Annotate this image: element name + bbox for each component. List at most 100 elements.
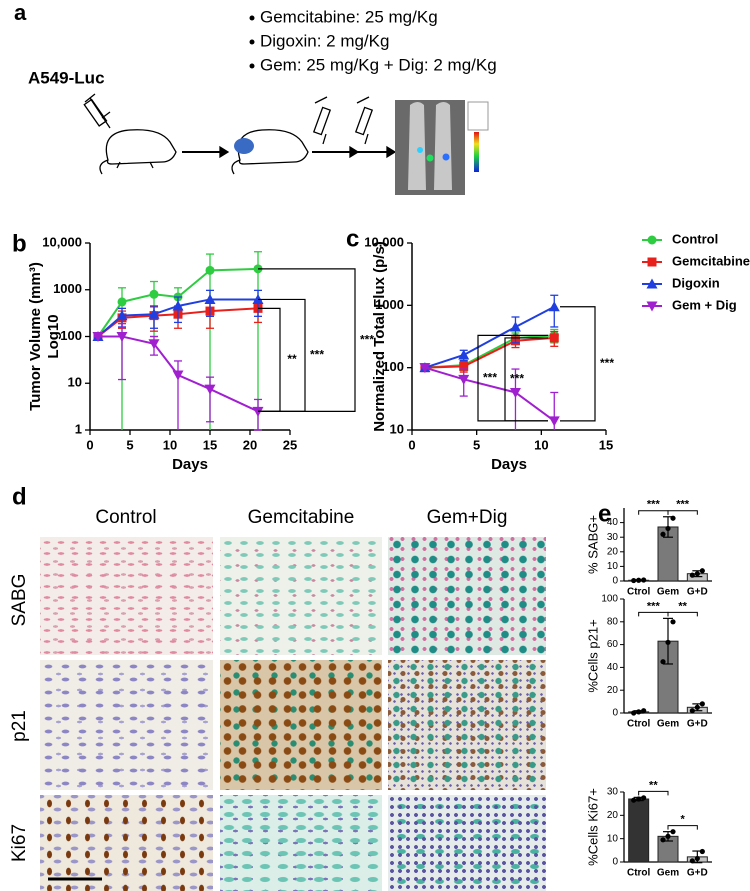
y-tick-label: 30: [607, 532, 619, 543]
marker: [149, 289, 159, 299]
micrograph: [388, 795, 546, 891]
y-tick-label: 1000: [53, 281, 82, 296]
data-point: [694, 704, 700, 710]
significance-label: **: [649, 779, 658, 791]
data-point: [699, 848, 705, 855]
series-line: [424, 336, 555, 369]
significance-label: ***: [647, 499, 661, 511]
y-axis-label: %Cells p21+: [585, 619, 600, 692]
series-line: [424, 305, 555, 369]
significance-label: **: [287, 352, 297, 366]
treatment: Gem: 25 mg/Kg + Dig: 2 mg/Kg: [260, 55, 497, 74]
significance-bracket: [638, 611, 669, 617]
significance-bracket: [560, 306, 596, 422]
micrograph: [40, 660, 213, 790]
legend-label: Control: [672, 231, 718, 246]
x-tick-label: 5: [126, 437, 133, 452]
marker: [548, 416, 560, 427]
x-tick-label: Gem: [657, 868, 679, 879]
x-tick-label: 15: [599, 437, 613, 452]
legend-label: Digoxin: [672, 275, 720, 290]
colorbar: [474, 132, 479, 172]
y-tick-label: 40: [607, 517, 619, 528]
data-point: [641, 795, 647, 801]
panel-label: e: [598, 500, 611, 527]
marker: [646, 278, 658, 289]
panel-label: a: [14, 0, 27, 25]
y-tick-label: 10: [607, 833, 619, 844]
x-tick-label: 10: [534, 437, 548, 452]
y-axis-label: %Cells Ki67+: [585, 788, 600, 866]
bar: [628, 798, 650, 863]
y-tick-label: 40: [607, 662, 619, 673]
micrograph: [40, 537, 213, 655]
x-tick-label: 5: [473, 437, 480, 452]
significance-label: ***: [676, 499, 690, 511]
y-tick-label: 60: [607, 639, 619, 650]
column-label: Gem+Dig: [427, 507, 508, 528]
data-point: [670, 619, 676, 625]
column-label: Gemcitabine: [248, 507, 355, 528]
marker: [549, 333, 559, 343]
x-tick-label: 0: [408, 437, 415, 452]
data-point: [660, 531, 666, 537]
data-point: [631, 797, 637, 803]
marker: [205, 265, 215, 275]
y-axis-label: Tumor Volume (mm³): [27, 262, 44, 411]
significance-bracket: [667, 611, 698, 617]
data-point: [636, 709, 642, 715]
marker: [172, 370, 184, 381]
bullet: [249, 63, 255, 69]
marker: [92, 332, 104, 342]
x-tick-label: 25: [283, 437, 297, 452]
x-tick-label: Gem: [657, 719, 679, 730]
significance-bracket: [667, 510, 698, 515]
data-point: [670, 515, 676, 521]
x-tick-label: Ctrol: [627, 719, 651, 730]
marker: [647, 235, 657, 245]
significance-bracket: [638, 510, 669, 515]
x-tick-label: 20: [243, 437, 257, 452]
x-axis-label: Days: [491, 456, 527, 473]
y-tick-label: 100: [382, 359, 404, 374]
x-tick-label: 10: [163, 437, 177, 452]
significance-bracket: [504, 337, 548, 422]
series-line: [98, 335, 259, 413]
cell-line: A549-Luc: [28, 68, 105, 87]
treatment: Gemcitabine: 25 mg/Kg: [260, 7, 438, 26]
marker: [458, 349, 470, 360]
y-tick-label: 0: [612, 576, 618, 587]
panel-label: c: [346, 225, 359, 252]
data-point: [641, 708, 647, 714]
significance-bracket: [258, 268, 356, 412]
row-label: Ki67: [9, 824, 30, 862]
diagram: [83, 93, 397, 175]
data-point: [689, 858, 695, 864]
marker: [647, 257, 657, 267]
y-tick-label: 100: [601, 594, 618, 605]
y-tick-label: 10: [68, 375, 82, 390]
y-tick-label: 20: [607, 685, 619, 696]
data-point: [660, 837, 666, 843]
series-line: [424, 366, 555, 422]
marker: [509, 321, 521, 332]
micrograph: [220, 660, 382, 790]
significance-bracket: [667, 825, 698, 830]
significance-label: ***: [483, 370, 497, 384]
bullet: [249, 39, 255, 45]
ivis-mouse: [408, 102, 452, 190]
data-point: [699, 568, 705, 574]
x-tick-label: G+D: [687, 719, 708, 730]
panel-label: b: [12, 230, 27, 257]
micrograph: [388, 537, 546, 655]
data-point: [631, 577, 637, 584]
y-tick-label: 10: [390, 421, 404, 436]
y-tick-label: 0: [612, 857, 618, 868]
marker: [509, 387, 521, 398]
x-tick-label: Ctrol: [627, 868, 651, 879]
y-tick-label: 10,000: [364, 234, 404, 249]
x-tick-label: 15: [203, 437, 217, 452]
x-axis-label: Days: [172, 456, 208, 473]
significance-label: ***: [600, 356, 614, 370]
